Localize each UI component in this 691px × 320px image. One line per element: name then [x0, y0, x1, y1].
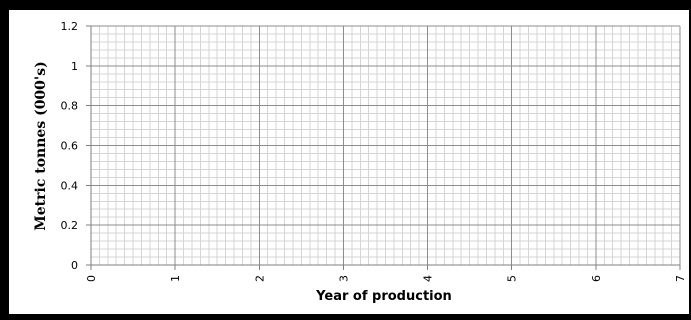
y-tick-label: 0.4: [61, 179, 79, 192]
y-tick-labels: 0 0.2 0.4 0.6 0.8 1 1.2: [61, 20, 79, 272]
x-tick-label: 2: [253, 275, 266, 282]
x-tick-label: 5: [506, 275, 519, 282]
y-tick-label: 1: [71, 60, 78, 73]
x-axis-title: Year of production: [315, 289, 452, 304]
x-tick-label: 1: [169, 275, 182, 282]
y-axis-title: Metric tonnes (000's): [33, 61, 49, 230]
x-tick-label: 6: [590, 275, 603, 282]
x-tick-labels: 0 1 2 3 4 5 6 7: [85, 275, 687, 282]
y-tick-label: 1.2: [61, 20, 79, 33]
x-tick-label: 3: [337, 275, 350, 282]
y-tick-label: 0: [71, 259, 78, 272]
x-tick-label: 0: [85, 275, 98, 282]
y-tick-label: 0.8: [61, 100, 79, 113]
axes: [86, 25, 681, 270]
y-tick-label: 0.2: [61, 219, 79, 232]
x-tick-label: 4: [422, 275, 435, 282]
major-grid: [91, 25, 681, 265]
x-tick-label: 7: [674, 275, 687, 282]
y-tick-label: 0.6: [61, 140, 79, 153]
